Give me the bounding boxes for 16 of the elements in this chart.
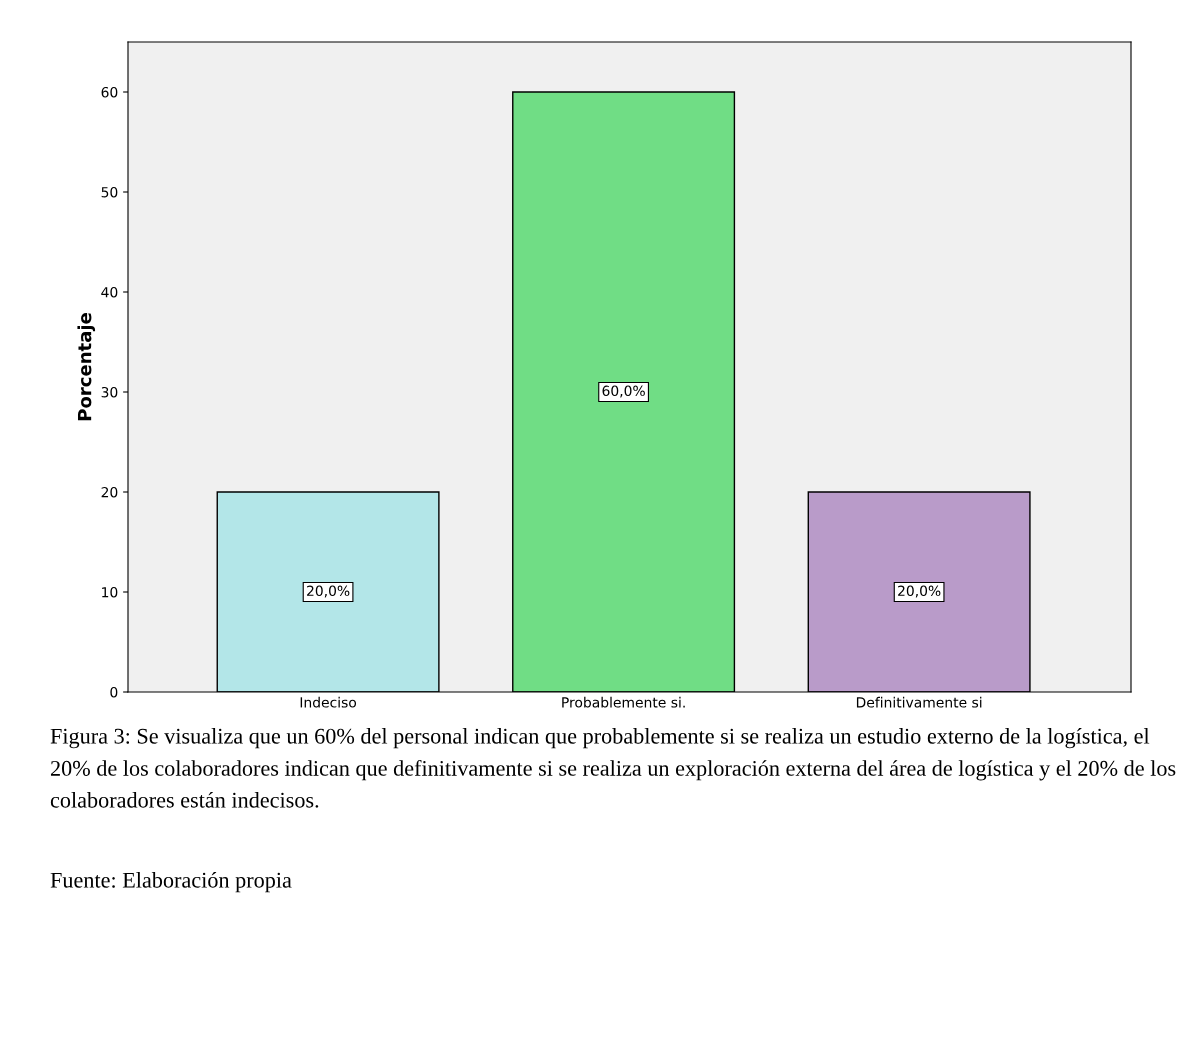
data-label: 20,0% <box>898 585 941 598</box>
y-axis-title: Porcentaje <box>77 313 96 421</box>
x-tick-label: Probablemente si. <box>562 696 685 708</box>
y-tick-label: 10 <box>102 586 118 598</box>
x-tick-label: Indeciso <box>300 696 357 708</box>
y-tick-label: 0 <box>110 686 118 698</box>
source-note: Fuente: Elaboración propia <box>50 872 292 893</box>
y-tick-label: 40 <box>101 286 118 298</box>
y-tick-label: 20 <box>101 486 118 498</box>
data-label: 60,0% <box>602 385 645 398</box>
data-label: 20,0% <box>307 585 350 598</box>
y-tick-label: 30 <box>101 386 118 398</box>
x-tick-label: Definitivamente si <box>856 696 982 708</box>
text: Figura 3: Se visualiza que un 60% del personal indican que probablemente si se realiza un estudio externo de la logística, el 20% de los colaboradores indican que definitivamente si se realiza un exploración externa del área de logística y el 20% de los colaboradores están indecisos. <box>50 728 1176 808</box>
y-tick-label: 60 <box>101 86 118 98</box>
y-tick-label: 50 <box>101 186 118 198</box>
